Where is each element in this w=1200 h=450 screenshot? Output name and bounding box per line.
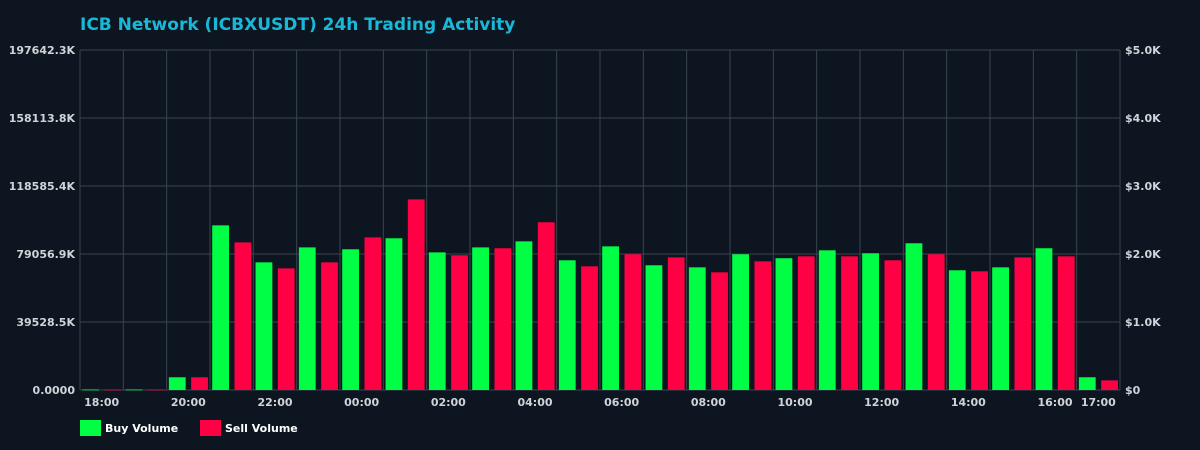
y2-tick-label: $4.0K: [1125, 112, 1161, 125]
bar-sell-volume: [581, 266, 598, 390]
bar-sell-volume: [884, 260, 902, 390]
bar-sell-volume: [711, 272, 728, 390]
x-tick-label: 10:00: [777, 396, 812, 409]
x-tick-label: 22:00: [257, 396, 292, 409]
bar-sell-volume: [104, 389, 122, 391]
legend-label-buy: Buy Volume: [105, 421, 179, 435]
chart-title: ICB Network (ICBXUSDT) 24h Trading Activ…: [80, 15, 516, 35]
bar-buy-volume: [212, 225, 229, 390]
bar-sell-volume: [494, 248, 512, 390]
bar-sell-volume: [1014, 257, 1032, 390]
bar-buy-volume: [255, 262, 273, 390]
bar-buy-volume: [688, 267, 706, 390]
bar-buy-volume: [515, 241, 533, 390]
y-tick-label: 39528.5K: [16, 316, 75, 329]
bar-buy-volume: [342, 249, 359, 390]
bar-sell-volume: [364, 237, 382, 390]
x-tick-label: 00:00: [344, 396, 379, 409]
bar-buy-volume: [385, 238, 403, 390]
x-tick-label: 17:00: [1081, 396, 1116, 409]
y2-tick-label: $5.0K: [1125, 44, 1161, 57]
bar-buy-volume: [125, 389, 143, 391]
bar-buy-volume: [168, 377, 186, 390]
y-tick-label: 0.0000: [33, 384, 76, 397]
bar-buy-volume: [472, 247, 489, 390]
x-tick-label: 08:00: [691, 396, 726, 409]
bar-buy-volume: [775, 258, 793, 390]
x-tick-label: 06:00: [604, 396, 639, 409]
y2-tick-label: $1.0K: [1125, 316, 1161, 329]
bar-sell-volume: [407, 199, 425, 390]
bar-buy-volume: [1078, 377, 1096, 390]
bar-buy-volume: [645, 265, 663, 390]
bar-buy-volume: [862, 253, 879, 390]
bar-sell-volume: [321, 262, 338, 390]
bar-buy-volume: [602, 246, 619, 390]
legend-item-buy: Buy Volume: [80, 420, 178, 436]
legend-item-sell: Sell Volume: [200, 420, 298, 436]
bar-buy-volume: [428, 252, 446, 390]
bar-sell-volume: [191, 377, 208, 390]
bar-sell-volume: [971, 271, 988, 390]
bar-buy-volume: [1035, 248, 1053, 390]
bar-buy-volume: [82, 389, 99, 391]
y2-tick-label: $3.0K: [1125, 180, 1161, 193]
bar-sell-volume: [927, 254, 945, 390]
x-tick-label: 02:00: [431, 396, 466, 409]
y-tick-label: 158113.8K: [9, 112, 76, 125]
legend-swatch-buy: [80, 420, 101, 436]
bar-sell-volume: [624, 254, 642, 390]
x-tick-label: 12:00: [864, 396, 899, 409]
bar-sell-volume: [667, 257, 685, 390]
bar-sell-volume: [451, 255, 468, 390]
legend-swatch-sell: [200, 420, 221, 436]
bar-buy-volume: [992, 267, 1009, 390]
legend-label-sell: Sell Volume: [225, 421, 298, 435]
y-tick-label: 79056.9K: [16, 248, 75, 261]
x-tick-label: 20:00: [171, 396, 206, 409]
y-tick-label: 197642.3K: [9, 44, 76, 57]
x-tick-label: 16:00: [1037, 396, 1072, 409]
bar-buy-volume: [818, 250, 836, 390]
bar-buy-volume: [732, 254, 749, 390]
bar-sell-volume: [841, 256, 858, 390]
y2-tick-label: $2.0K: [1125, 248, 1161, 261]
y2-tick-label: $0: [1125, 384, 1141, 397]
x-tick-label: 14:00: [951, 396, 986, 409]
bar-sell-volume: [1057, 256, 1075, 390]
bar-sell-volume: [1101, 380, 1118, 390]
bar-sell-volume: [234, 242, 252, 390]
bar-sell-volume: [147, 389, 165, 391]
bar-buy-volume: [948, 270, 966, 390]
bar-buy-volume: [558, 260, 576, 390]
y-tick-label: 118585.4K: [9, 180, 76, 193]
bar-buy-volume: [905, 243, 923, 390]
x-tick-label: 18:00: [84, 396, 119, 409]
bar-buy-volume: [298, 247, 316, 390]
bar-sell-volume: [277, 268, 295, 390]
bar-sell-volume: [797, 256, 815, 390]
x-tick-label: 04:00: [517, 396, 552, 409]
bar-sell-volume: [754, 261, 772, 390]
bar-sell-volume: [537, 222, 555, 390]
